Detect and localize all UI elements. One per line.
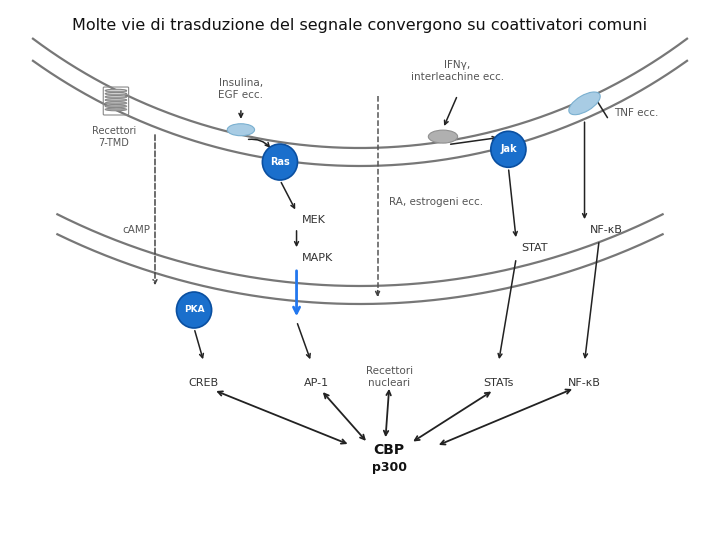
Ellipse shape [569, 92, 600, 114]
Text: STATs: STATs [483, 378, 514, 388]
Ellipse shape [105, 99, 127, 102]
Text: Jak: Jak [500, 144, 517, 154]
Text: Molte vie di trasduzione del segnale convergono su coattivatori comuni: Molte vie di trasduzione del segnale con… [73, 18, 647, 33]
Ellipse shape [428, 130, 458, 143]
Text: CBP: CBP [374, 443, 405, 457]
Text: MAPK: MAPK [302, 253, 333, 263]
Text: TNF ecc.: TNF ecc. [614, 108, 658, 118]
Ellipse shape [105, 89, 127, 92]
Text: MEK: MEK [302, 215, 325, 225]
Text: p300: p300 [372, 462, 407, 475]
Text: NF-κB: NF-κB [568, 378, 601, 388]
Ellipse shape [105, 102, 127, 104]
Circle shape [262, 144, 297, 180]
Text: cAMP: cAMP [122, 225, 150, 235]
Ellipse shape [105, 96, 127, 98]
Text: Recettori
nucleari: Recettori nucleari [366, 366, 413, 388]
Text: NF-κB: NF-κB [590, 225, 622, 235]
Text: AP-1: AP-1 [304, 378, 328, 388]
Text: Insulina,
EGF ecc.: Insulina, EGF ecc. [218, 78, 264, 99]
Text: PKA: PKA [184, 306, 204, 314]
Circle shape [176, 292, 212, 328]
Ellipse shape [105, 108, 127, 111]
Ellipse shape [228, 124, 255, 136]
Text: STAT: STAT [521, 243, 548, 253]
Text: Ras: Ras [270, 157, 290, 167]
Circle shape [491, 131, 526, 167]
Text: IFNγ,
interleachine ecc.: IFNγ, interleachine ecc. [411, 60, 504, 82]
Text: Recettori
7-TMD: Recettori 7-TMD [92, 126, 136, 147]
Text: CREB: CREB [189, 378, 219, 388]
Ellipse shape [105, 105, 127, 107]
Text: RA, estrogeni ecc.: RA, estrogeni ecc. [390, 197, 483, 207]
Ellipse shape [105, 92, 127, 95]
